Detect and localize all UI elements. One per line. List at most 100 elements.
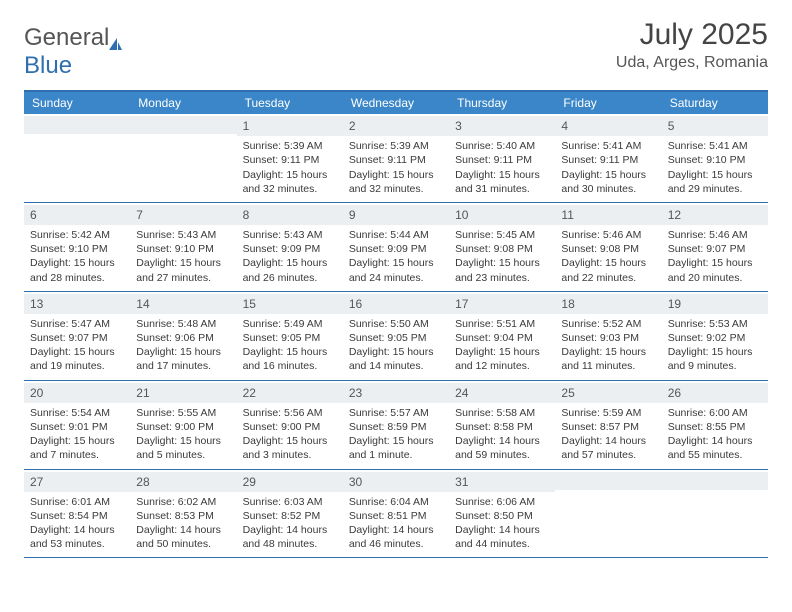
sunset-text: Sunset: 9:09 PM	[243, 242, 337, 256]
calendar-body: 1Sunrise: 5:39 AMSunset: 9:11 PMDaylight…	[24, 114, 768, 558]
day-number	[24, 116, 130, 134]
day-number: 7	[130, 205, 236, 225]
calendar-day: 6Sunrise: 5:42 AMSunset: 9:10 PMDaylight…	[24, 203, 130, 291]
calendar-week: 20Sunrise: 5:54 AMSunset: 9:01 PMDayligh…	[24, 381, 768, 470]
sunset-text: Sunset: 9:02 PM	[668, 331, 762, 345]
day-number: 31	[449, 472, 555, 492]
daylight-text: Daylight: 15 hours and 32 minutes.	[243, 168, 337, 196]
daylight-text: Daylight: 14 hours and 50 minutes.	[136, 523, 230, 551]
day-number: 12	[662, 205, 768, 225]
day-number: 1	[237, 116, 343, 136]
day-number: 9	[343, 205, 449, 225]
sunset-text: Sunset: 8:55 PM	[668, 420, 762, 434]
day-number	[130, 116, 236, 134]
day-number: 23	[343, 383, 449, 403]
day-number: 6	[24, 205, 130, 225]
daylight-text: Daylight: 15 hours and 17 minutes.	[136, 345, 230, 373]
day-number: 5	[662, 116, 768, 136]
calendar-day: 14Sunrise: 5:48 AMSunset: 9:06 PMDayligh…	[130, 292, 236, 380]
sail-icon	[107, 31, 123, 47]
sunrise-text: Sunrise: 6:02 AM	[136, 495, 230, 509]
day-number: 18	[555, 294, 661, 314]
day-number: 14	[130, 294, 236, 314]
weekday-header: Monday	[130, 92, 236, 114]
sunrise-text: Sunrise: 6:06 AM	[455, 495, 549, 509]
sunrise-text: Sunrise: 6:00 AM	[668, 406, 762, 420]
calendar-day: 31 Sunrise: 6:06 AMSunset: 8:50 PMDayligh…	[449, 470, 555, 558]
sunset-text: Sunset: 8:52 PM	[243, 509, 337, 523]
calendar-day: 2Sunrise: 5:39 AMSunset: 9:11 PMDaylight…	[343, 114, 449, 202]
calendar-day	[662, 470, 768, 558]
sunrise-text: Sunrise: 5:46 AM	[561, 228, 655, 242]
day-number: 13	[24, 294, 130, 314]
sunset-text: Sunset: 9:11 PM	[561, 153, 655, 167]
day-number: 19	[662, 294, 768, 314]
sunrise-text: Sunrise: 5:56 AM	[243, 406, 337, 420]
sunrise-text: Sunrise: 5:41 AM	[561, 139, 655, 153]
logo-text-blue: Blue	[24, 52, 72, 79]
sunrise-text: Sunrise: 5:40 AM	[455, 139, 549, 153]
sunset-text: Sunset: 9:07 PM	[30, 331, 124, 345]
sunset-text: Sunset: 9:06 PM	[136, 331, 230, 345]
day-number: 10	[449, 205, 555, 225]
calendar-day: 19Sunrise: 5:53 AMSunset: 9:02 PMDayligh…	[662, 292, 768, 380]
sunset-text: Sunset: 8:53 PM	[136, 509, 230, 523]
calendar-week: 1Sunrise: 5:39 AMSunset: 9:11 PMDaylight…	[24, 114, 768, 203]
sunset-text: Sunset: 9:11 PM	[243, 153, 337, 167]
calendar-day	[130, 114, 236, 202]
day-number: 24	[449, 383, 555, 403]
calendar-day: 22Sunrise: 5:56 AMSunset: 9:00 PMDayligh…	[237, 381, 343, 469]
weekday-header: Sunday	[24, 92, 130, 114]
calendar-day: 4Sunrise: 5:41 AMSunset: 9:11 PMDaylight…	[555, 114, 661, 202]
sunrise-text: Sunrise: 5:43 AM	[136, 228, 230, 242]
sunset-text: Sunset: 8:59 PM	[349, 420, 443, 434]
sunrise-text: Sunrise: 5:53 AM	[668, 317, 762, 331]
sunrise-text: Sunrise: 5:44 AM	[349, 228, 443, 242]
logo: General Blue	[24, 18, 123, 80]
sunrise-text: Sunrise: 5:39 AM	[243, 139, 337, 153]
day-number: 20	[24, 383, 130, 403]
sunset-text: Sunset: 8:51 PM	[349, 509, 443, 523]
sunset-text: Sunset: 8:57 PM	[561, 420, 655, 434]
weekday-header: Thursday	[449, 92, 555, 114]
logo-text-gray: General	[24, 24, 109, 51]
sunset-text: Sunset: 9:08 PM	[561, 242, 655, 256]
sunrise-text: Sunrise: 5:47 AM	[30, 317, 124, 331]
day-number: 28	[130, 472, 236, 492]
sunrise-text: Sunrise: 5:39 AM	[349, 139, 443, 153]
daylight-text: Daylight: 14 hours and 44 minutes.	[455, 523, 549, 551]
sunrise-text: Sunrise: 5:55 AM	[136, 406, 230, 420]
calendar-day: 1 Sunrise: 5:39 AMSunset: 9:11 PMDaylight…	[237, 114, 343, 202]
sunset-text: Sunset: 9:10 PM	[30, 242, 124, 256]
sunrise-text: Sunrise: 5:51 AM	[455, 317, 549, 331]
weekday-header: Saturday	[662, 92, 768, 114]
calendar-day: 29Sunrise: 6:03 AMSunset: 8:52 PMDayligh…	[237, 470, 343, 558]
daylight-text: Daylight: 15 hours and 28 minutes.	[30, 256, 124, 284]
calendar-day: 24Sunrise: 5:58 AMSunset: 8:58 PMDayligh…	[449, 381, 555, 469]
daylight-text: Daylight: 14 hours and 59 minutes.	[455, 434, 549, 462]
calendar-day: 28 Sunrise: 6:02 AMSunset: 8:53 PMDayligh…	[130, 470, 236, 558]
sunset-text: Sunset: 8:50 PM	[455, 509, 549, 523]
daylight-text: Daylight: 15 hours and 23 minutes.	[455, 256, 549, 284]
sunrise-text: Sunrise: 5:57 AM	[349, 406, 443, 420]
day-number: 17	[449, 294, 555, 314]
sunset-text: Sunset: 9:11 PM	[455, 153, 549, 167]
daylight-text: Daylight: 15 hours and 31 minutes.	[455, 168, 549, 196]
daylight-text: Daylight: 15 hours and 26 minutes.	[243, 256, 337, 284]
weekday-header-row: SundayMondayTuesdayWednesdayThursdayFrid…	[24, 92, 768, 114]
day-number: 2	[343, 116, 449, 136]
calendar-day: 20Sunrise: 5:54 AMSunset: 9:01 PMDayligh…	[24, 381, 130, 469]
day-number: 25	[555, 383, 661, 403]
weekday-header: Wednesday	[343, 92, 449, 114]
day-number: 8	[237, 205, 343, 225]
daylight-text: Daylight: 14 hours and 55 minutes.	[668, 434, 762, 462]
calendar-day: 8Sunrise: 5:43 AMSunset: 9:09 PMDaylight…	[237, 203, 343, 291]
sunrise-text: Sunrise: 6:01 AM	[30, 495, 124, 509]
sunset-text: Sunset: 8:54 PM	[30, 509, 124, 523]
header: General Blue July 2025 Uda, Arges, Roman…	[24, 18, 768, 80]
day-number	[555, 472, 661, 490]
sunrise-text: Sunrise: 5:58 AM	[455, 406, 549, 420]
sunrise-text: Sunrise: 6:03 AM	[243, 495, 337, 509]
day-number: 4	[555, 116, 661, 136]
sunset-text: Sunset: 9:05 PM	[349, 331, 443, 345]
